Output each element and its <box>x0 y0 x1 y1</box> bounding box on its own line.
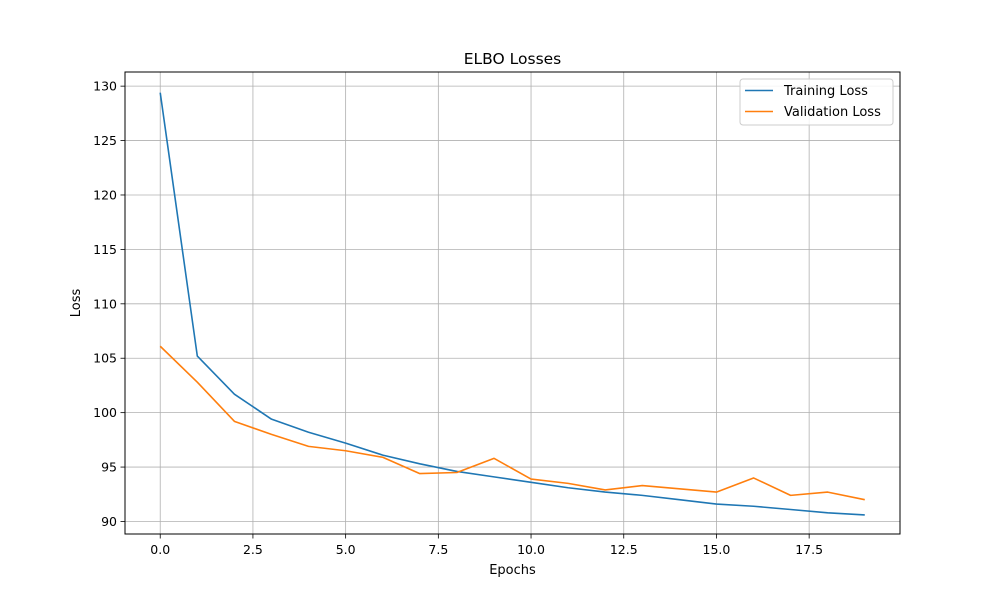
x-tick-label: 7.5 <box>428 542 448 557</box>
series-lines <box>159 92 865 516</box>
series-line-2 <box>159 345 865 501</box>
x-tick-label: 15.0 <box>703 542 731 557</box>
y-tick-label: 100 <box>93 405 117 420</box>
x-tick-label: 12.5 <box>610 542 638 557</box>
legend-box <box>739 78 894 126</box>
chart-title: ELBO Losses <box>464 50 562 68</box>
x-axis-label: Epochs <box>489 563 536 578</box>
x-tick-label: 5.0 <box>336 542 356 557</box>
y-axis-label: Loss <box>69 289 84 318</box>
grid-lines <box>125 72 900 534</box>
y-tick-label: 95 <box>101 460 117 475</box>
y-tick-label: 105 <box>93 351 117 366</box>
axis-ticks: 0.0 2.5 5.0 7.5 10.0 12.5 15.0 17.5 90 95 100 105 11… <box>93 79 823 557</box>
x-tick-label: 2.5 <box>243 542 263 557</box>
y-tick-label: 90 <box>101 514 117 529</box>
y-tick-label: 125 <box>93 133 117 148</box>
legend-label: Validation Loss <box>784 105 881 120</box>
y-tick-label: 120 <box>93 187 117 202</box>
legend: Training Loss Validation Loss <box>739 78 894 126</box>
x-tick-label: 10.0 <box>517 542 545 557</box>
plot-area-frame <box>124 71 901 535</box>
x-tick-label: 0.0 <box>150 542 170 557</box>
series-line-1 <box>159 92 865 516</box>
y-tick-label: 115 <box>93 242 117 257</box>
y-tick-label: 110 <box>93 296 117 311</box>
x-tick-label: 17.5 <box>795 542 823 557</box>
y-tick-label: 130 <box>93 79 117 94</box>
legend-label: Training Loss <box>783 84 868 99</box>
